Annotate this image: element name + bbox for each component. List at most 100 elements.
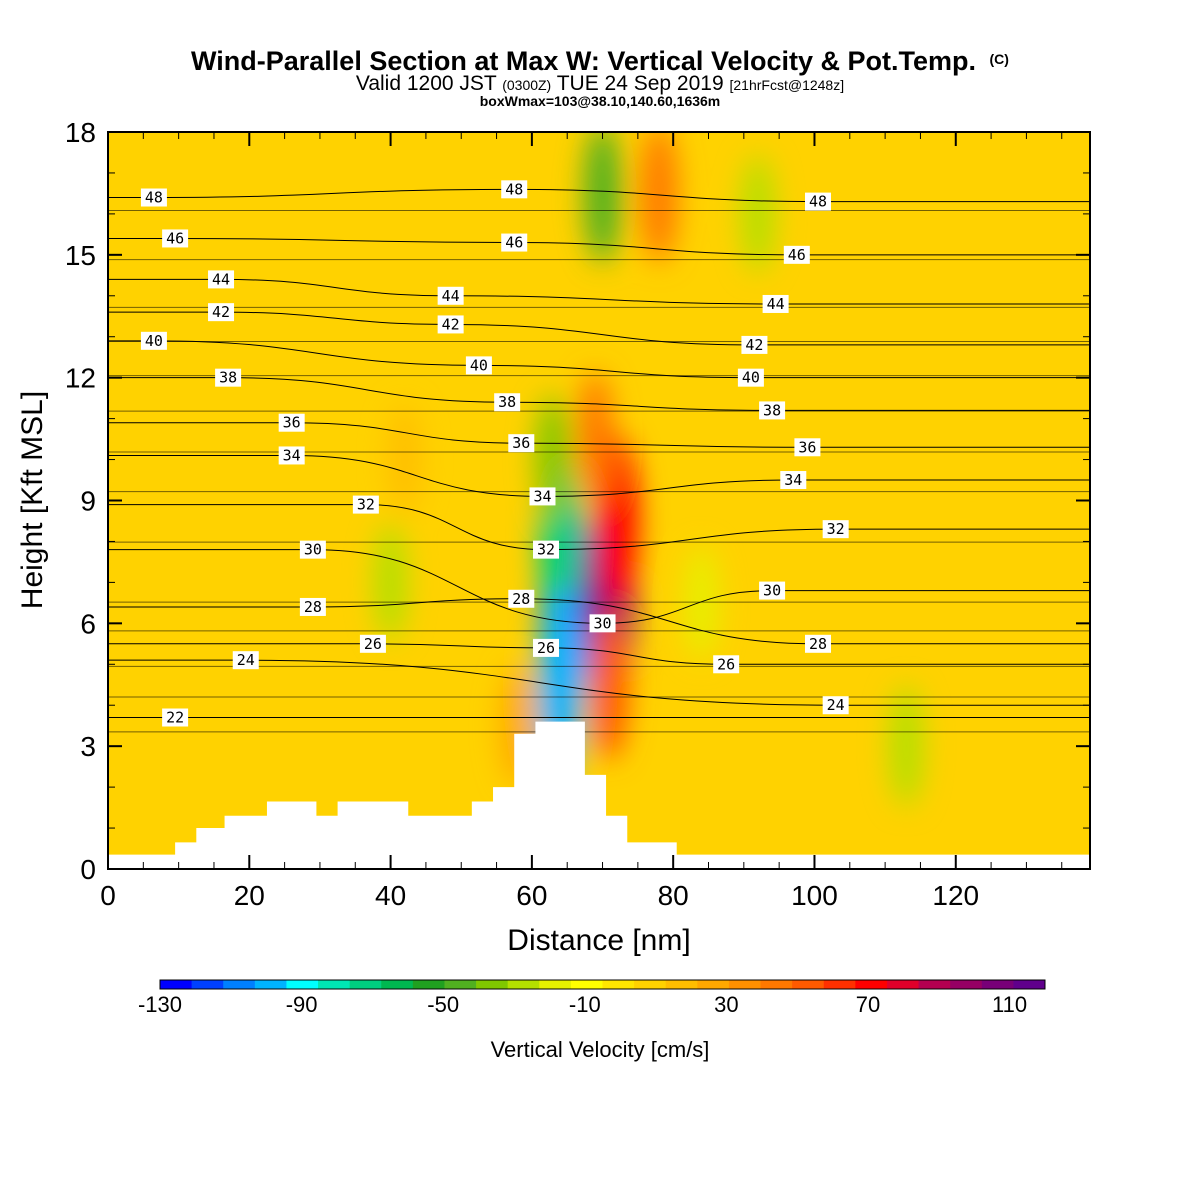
svg-text:38: 38 (219, 369, 237, 387)
velocity-cell-12 (890, 686, 924, 807)
y-tick-label: 3 (80, 731, 96, 762)
x-tick-label: 20 (234, 880, 265, 911)
svg-text:46: 46 (788, 246, 806, 264)
contour-label-11: 26 (360, 635, 386, 653)
contour-label-10: 28 (300, 598, 326, 616)
contour-label-34: 32 (823, 520, 849, 538)
contour-label-7: 34 (279, 446, 305, 464)
colorbar-swatch-21 (824, 980, 856, 989)
plot-area: 4846444240383634323028262422484644424038… (108, 124, 1090, 869)
x-tick-label: 100 (791, 880, 838, 911)
chart-subtitle-boxmax: boxWmax=103@38.10,140.60,1636m (480, 93, 721, 109)
colorbar-swatch-19 (761, 980, 793, 989)
colorbar-swatch-22 (855, 980, 887, 989)
svg-text:32: 32 (537, 541, 555, 559)
contour-label-28: 44 (763, 295, 789, 313)
y-tick-label: 18 (65, 117, 96, 148)
colorbar-swatch-4 (286, 980, 318, 989)
colorbar-swatch-11 (508, 980, 540, 989)
contour-label-12: 24 (233, 651, 259, 669)
colorbar-swatch-25 (950, 980, 982, 989)
colorbar-tick-label: 30 (714, 992, 738, 1017)
colorbar-tick-label: -90 (286, 992, 318, 1017)
colorbar-swatch-20 (792, 980, 824, 989)
chart-canvas: Wind-Parallel Section at Max W: Vertical… (0, 0, 1200, 1200)
svg-text:36: 36 (283, 414, 301, 432)
svg-text:38: 38 (763, 401, 781, 419)
contour-label-26: 48 (805, 193, 831, 211)
contour-label-9: 30 (300, 541, 326, 559)
svg-text:46: 46 (505, 234, 523, 252)
contour-label-36: 28 (805, 635, 831, 653)
colorbar-swatch-26 (982, 980, 1014, 989)
svg-text:40: 40 (742, 369, 760, 387)
colorbar-swatch-27 (1013, 980, 1045, 989)
contour-label-18: 40 (466, 356, 492, 374)
svg-text:36: 36 (512, 434, 530, 452)
contour-label-8: 32 (353, 496, 379, 514)
contour-label-17: 42 (438, 315, 464, 333)
svg-text:28: 28 (512, 590, 530, 608)
colorbar-swatch-16 (666, 980, 698, 989)
contour-label-2: 44 (208, 270, 234, 288)
x-tick-label: 40 (375, 880, 406, 911)
colorbar-tick-label: -10 (569, 992, 601, 1017)
contour-label-19: 38 (494, 393, 520, 411)
velocity-cell-7 (577, 372, 613, 506)
svg-text:30: 30 (594, 614, 612, 632)
x-axis-label: Distance [nm] (507, 924, 690, 957)
velocity-cell-11 (374, 524, 407, 642)
colorbar-swatch-23 (887, 980, 919, 989)
colorbar-tick-label: -130 (138, 992, 182, 1017)
contour-label-4: 40 (141, 332, 167, 350)
colorbar-swatch-2 (223, 980, 255, 989)
copyright-mark: (C) (990, 51, 1009, 67)
colorbar-swatch-15 (634, 980, 666, 989)
y-tick-label: 12 (65, 363, 96, 394)
velocity-cell-15 (685, 546, 717, 660)
colorbar-swatch-8 (413, 980, 445, 989)
svg-text:28: 28 (809, 635, 827, 653)
contour-label-5: 38 (215, 369, 241, 387)
svg-text:34: 34 (283, 446, 301, 464)
colorbar-swatch-5 (318, 980, 350, 989)
contour-label-13: 22 (162, 709, 188, 727)
contour-label-38: 24 (823, 696, 849, 714)
svg-text:24: 24 (827, 696, 845, 714)
colorbar-swatch-17 (697, 980, 729, 989)
colorbar-tick-label: 70 (856, 992, 880, 1017)
velocity-cell-13 (389, 404, 421, 516)
svg-text:26: 26 (717, 655, 735, 673)
x-tick-label: 0 (100, 880, 116, 911)
contour-label-30: 40 (738, 369, 764, 387)
contour-label-23: 28 (508, 590, 534, 608)
contour-label-22: 32 (533, 541, 559, 559)
contour-label-3: 42 (208, 303, 234, 321)
svg-text:24: 24 (237, 651, 255, 669)
colorbar-swatch-13 (571, 980, 603, 989)
svg-text:48: 48 (809, 193, 827, 211)
velocity-cell-8 (584, 124, 621, 264)
contour-label-24: 26 (533, 639, 559, 657)
colorbar-tick-label: 110 (992, 992, 1027, 1017)
contour-label-27: 46 (784, 246, 810, 264)
colorbar-swatch-14 (603, 980, 635, 989)
svg-text:42: 42 (442, 315, 460, 333)
x-tick-label: 80 (658, 880, 689, 911)
contour-label-32: 36 (794, 438, 820, 456)
colorbar-swatch-1 (192, 980, 224, 989)
svg-text:48: 48 (505, 180, 523, 198)
y-tick-label: 0 (80, 854, 96, 885)
svg-text:48: 48 (145, 189, 163, 207)
colorbar-swatch-0 (160, 980, 192, 989)
contour-label-25: 30 (590, 614, 616, 632)
svg-text:28: 28 (304, 598, 322, 616)
colorbar-tick-label: -50 (427, 992, 459, 1017)
contour-label-35: 30 (759, 582, 785, 600)
svg-text:30: 30 (763, 582, 781, 600)
svg-text:26: 26 (537, 639, 555, 657)
contour-label-14: 48 (501, 180, 527, 198)
svg-text:40: 40 (145, 332, 163, 350)
x-tick-label: 120 (932, 880, 979, 911)
contour-label-29: 42 (741, 336, 767, 354)
